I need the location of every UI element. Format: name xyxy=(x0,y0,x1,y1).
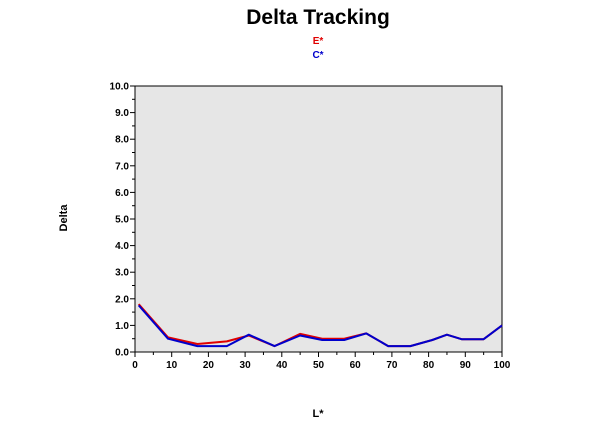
y-tick-label: 10.0 xyxy=(110,82,130,93)
x-tick-label: 60 xyxy=(350,360,362,371)
x-tick-label: 90 xyxy=(460,360,472,371)
plot-area xyxy=(134,85,503,353)
legend-entry-e: E* xyxy=(312,36,324,47)
x-tick-label: 100 xyxy=(494,360,511,371)
y-tick-label: 9.0 xyxy=(115,108,129,119)
y-tick-label: 0.0 xyxy=(115,348,129,359)
y-tick-label: 3.0 xyxy=(115,268,129,279)
y-tick-label: 6.0 xyxy=(115,188,129,199)
x-tick-label: 40 xyxy=(276,360,288,371)
x-tick-label: 70 xyxy=(386,360,398,371)
chart-title: Delta Tracking xyxy=(246,6,390,29)
legend-entry-c: C* xyxy=(312,50,324,61)
y-tick-label: 5.0 xyxy=(115,215,129,226)
x-tick-label: 50 xyxy=(313,360,325,371)
y-tick-label: 1.0 xyxy=(115,321,129,332)
y-tick-label: 8.0 xyxy=(115,135,129,146)
x-axis-label: L* xyxy=(312,408,324,420)
x-tick-label: 20 xyxy=(203,360,215,371)
series-line-c xyxy=(137,304,503,348)
x-tick-label: 30 xyxy=(240,360,252,371)
y-tick-label: 4.0 xyxy=(115,241,129,252)
x-tick-label: 80 xyxy=(423,360,435,371)
x-tick-label: 0 xyxy=(132,360,138,371)
y-tick-label: 7.0 xyxy=(115,161,129,172)
y-tick-label: 2.0 xyxy=(115,294,129,305)
x-tick-label: 10 xyxy=(166,360,178,371)
